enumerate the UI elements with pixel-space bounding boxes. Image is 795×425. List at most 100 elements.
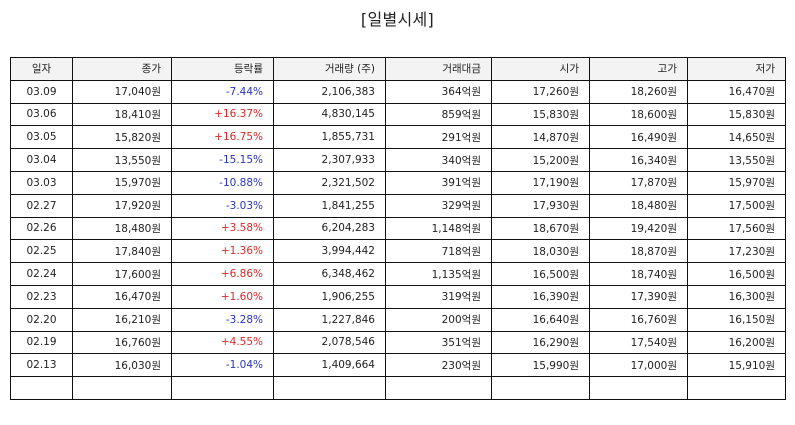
header-open: 시가 (491, 57, 590, 81)
cell-change: -3.28% (171, 307, 274, 332)
cell-volume: 1,906,255 (273, 284, 386, 309)
cell-date: 02.13 (10, 353, 73, 378)
header-high: 고가 (589, 57, 688, 81)
cell-high: 19,420원 (589, 216, 688, 241)
cell-low: 15,910원 (687, 353, 786, 378)
cell-high: 17,000원 (589, 353, 688, 378)
cell-date: 03.03 (10, 170, 73, 195)
cell-date: 02.27 (10, 193, 73, 218)
cell-low: 14,650원 (687, 125, 786, 150)
table-row: 03.03 15,970원 -10.88% 2,321,502 391억원 17,190원… (10, 170, 786, 195)
cell-date: 03.04 (10, 148, 73, 172)
cell-volume: 3,994,442 (273, 239, 386, 264)
table-row: 03.06 18,410원 +16.37% 4,830,145 859억원 15,830원… (10, 102, 786, 127)
empty-cell (72, 376, 172, 401)
cell-close: 17,040원 (72, 79, 172, 104)
cell-low: 13,550원 (687, 148, 786, 172)
cell-amount: 1,135억원 (385, 262, 492, 286)
cell-change: +6.86% (171, 262, 274, 286)
cell-amount: 351억원 (385, 330, 492, 355)
cell-close: 16,030원 (72, 353, 172, 378)
cell-close: 18,480원 (72, 216, 172, 241)
table-header-row: 일자 종가 등락률 거래량 (주) 거래대금 시가 고가 저가 (10, 57, 786, 81)
table-row: 02.25 17,840원 +1.36% 3,994,442 718억원 18,030원 1… (10, 239, 786, 264)
table-row: 02.20 16,210원 -3.28% 1,227,846 200억원 16,640원 1… (10, 307, 786, 332)
cell-volume: 4,830,145 (273, 102, 386, 127)
empty-table-row (10, 376, 786, 401)
cell-low: 15,970원 (687, 170, 786, 195)
cell-close: 18,410원 (72, 102, 172, 127)
empty-cell (491, 376, 590, 401)
cell-low: 16,500원 (687, 262, 786, 286)
table-row: 03.09 17,040원 -7.44% 2,106,383 364억원 17,260원 1… (10, 79, 786, 104)
cell-close: 16,210원 (72, 307, 172, 332)
cell-date: 02.24 (10, 262, 73, 286)
cell-amount: 230억원 (385, 353, 492, 378)
empty-cell (385, 376, 492, 401)
cell-high: 18,740원 (589, 262, 688, 286)
table-row: 02.26 18,480원 +3.58% 6,204,283 1,148억원 18,670… (10, 216, 786, 241)
cell-date: 03.05 (10, 125, 73, 150)
cell-high: 18,260원 (589, 79, 688, 104)
cell-open: 14,870원 (491, 125, 590, 150)
header-date: 일자 (10, 57, 73, 81)
cell-low: 17,500원 (687, 193, 786, 218)
cell-date: 03.06 (10, 102, 73, 127)
table-row: 02.19 16,760원 +4.55% 2,078,546 351억원 16,290원 1… (10, 330, 786, 355)
cell-close: 17,600원 (72, 262, 172, 286)
cell-open: 15,990원 (491, 353, 590, 378)
cell-change: -1.04% (171, 353, 274, 378)
cell-change: +3.58% (171, 216, 274, 241)
cell-close: 17,920원 (72, 193, 172, 218)
cell-amount: 718억원 (385, 239, 492, 264)
cell-volume: 2,321,502 (273, 170, 386, 195)
cell-low: 16,300원 (687, 284, 786, 309)
cell-volume: 2,106,383 (273, 79, 386, 104)
cell-change: +1.36% (171, 239, 274, 264)
table-row: 03.04 13,550원 -15.15% 2,307,933 340억원 15,200원… (10, 148, 786, 172)
cell-change: +1.60% (171, 284, 274, 309)
empty-cell (171, 376, 274, 401)
cell-close: 13,550원 (72, 148, 172, 172)
cell-amount: 200억원 (385, 307, 492, 332)
cell-close: 15,970원 (72, 170, 172, 195)
cell-date: 02.26 (10, 216, 73, 241)
cell-high: 18,600원 (589, 102, 688, 127)
cell-date: 03.09 (10, 79, 73, 104)
cell-amount: 329억원 (385, 193, 492, 218)
cell-change: +16.37% (171, 102, 274, 127)
cell-amount: 291억원 (385, 125, 492, 150)
cell-date: 02.20 (10, 307, 73, 332)
cell-open: 15,200원 (491, 148, 590, 172)
cell-high: 18,870원 (589, 239, 688, 264)
header-low: 저가 (687, 57, 786, 81)
cell-volume: 1,855,731 (273, 125, 386, 150)
cell-amount: 859억원 (385, 102, 492, 127)
cell-date: 02.19 (10, 330, 73, 355)
table-row: 03.05 15,820원 +16.75% 1,855,731 291억원 14,870원… (10, 125, 786, 150)
cell-open: 17,190원 (491, 170, 590, 195)
table-body: 03.09 17,040원 -7.44% 2,106,383 364억원 17,260원 1… (10, 79, 786, 401)
header-change: 등락률 (171, 57, 274, 81)
cell-amount: 319억원 (385, 284, 492, 309)
cell-amount: 340억원 (385, 148, 492, 172)
cell-change: +4.55% (171, 330, 274, 355)
cell-high: 17,870원 (589, 170, 688, 195)
empty-cell (687, 376, 786, 401)
table-row: 02.13 16,030원 -1.04% 1,409,664 230억원 15,990원 1… (10, 353, 786, 378)
daily-price-table: 일자 종가 등락률 거래량 (주) 거래대금 시가 고가 저가 03.09 17,… (10, 57, 786, 401)
cell-low: 16,200원 (687, 330, 786, 355)
header-close: 종가 (72, 57, 172, 81)
cell-high: 17,390원 (589, 284, 688, 309)
empty-cell (273, 376, 386, 401)
table-row: 02.24 17,600원 +6.86% 6,348,462 1,135억원 16,500… (10, 262, 786, 286)
cell-change: -3.03% (171, 193, 274, 218)
cell-open: 16,640원 (491, 307, 590, 332)
cell-low: 15,830원 (687, 102, 786, 127)
cell-close: 15,820원 (72, 125, 172, 150)
cell-close: 17,840원 (72, 239, 172, 264)
cell-low: 16,150원 (687, 307, 786, 332)
cell-change: +16.75% (171, 125, 274, 150)
cell-change: -10.88% (171, 170, 274, 195)
cell-volume: 6,348,462 (273, 262, 386, 286)
